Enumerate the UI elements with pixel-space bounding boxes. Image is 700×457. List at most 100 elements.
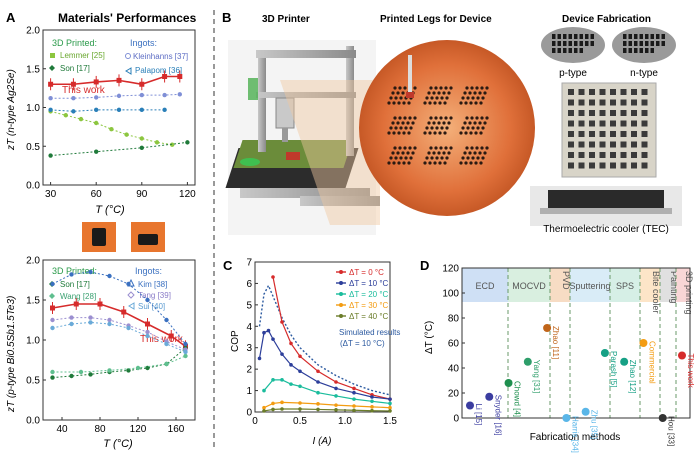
plot-d-point-snyder-16 bbox=[485, 392, 494, 401]
fab-leg bbox=[620, 99, 627, 106]
printed-leg-dot bbox=[475, 116, 479, 120]
printed-leg-dot bbox=[449, 146, 453, 150]
plot-c-legend-marker bbox=[339, 292, 343, 296]
fab-leg bbox=[578, 89, 585, 95]
printed-leg-dot bbox=[429, 86, 433, 90]
printed-leg-dot bbox=[481, 96, 485, 100]
plot-a-bottom-point-this-work bbox=[50, 305, 55, 311]
plot-a-top-point-lemmer-25 bbox=[78, 116, 84, 122]
plot-c-point-t-0-c bbox=[298, 354, 302, 359]
plot-a-top-point-lemmer-25 bbox=[139, 136, 144, 141]
plot-a-top-point-this-work bbox=[70, 81, 76, 87]
plot-a-top-point-palapom-36 bbox=[48, 107, 53, 113]
printed-leg-dot bbox=[464, 101, 468, 105]
plot-d-point-harris-34 bbox=[562, 414, 571, 422]
plot-a-bottom-point-sui-40 bbox=[183, 349, 188, 355]
plot-d-category-band bbox=[508, 268, 550, 302]
printed-leg-dot bbox=[479, 131, 483, 135]
fab-leg bbox=[599, 89, 606, 95]
printed-leg-dot bbox=[423, 131, 427, 135]
fab-leg bbox=[568, 89, 574, 95]
fab-leg bbox=[620, 120, 627, 127]
plot-a-bottom-point-tang-39 bbox=[50, 317, 55, 323]
plot-a-top-point-this-work bbox=[162, 74, 168, 79]
fab-leg bbox=[578, 131, 585, 137]
printed-leg-dot bbox=[430, 126, 434, 130]
ptype-leg bbox=[552, 41, 556, 46]
printed-leg-dot bbox=[389, 96, 393, 100]
panel-label-d: D bbox=[420, 258, 429, 273]
ntype-leg bbox=[650, 34, 654, 39]
plot-a-bottom-point-this-work bbox=[97, 301, 103, 307]
printed-leg-dot bbox=[444, 146, 448, 150]
fab-leg bbox=[641, 141, 648, 148]
ntype-leg bbox=[623, 48, 627, 53]
printed-leg-dot bbox=[408, 116, 412, 120]
plot-c-point-t-20-c bbox=[289, 382, 293, 386]
plot-a-top-series-line-lemmer-25 bbox=[50, 110, 173, 146]
printed-leg-dot bbox=[463, 121, 467, 125]
plot-a-top-point-lemmer-25 bbox=[154, 140, 160, 145]
ptype-leg bbox=[579, 41, 583, 46]
printed-leg-dot bbox=[401, 121, 405, 125]
fab-leg bbox=[589, 131, 595, 137]
ptype-leg bbox=[563, 48, 567, 53]
printed-leg-dot bbox=[461, 126, 465, 130]
printed-leg-dot bbox=[435, 156, 439, 160]
plot-c-point-t-10-c bbox=[271, 337, 275, 341]
printed-leg-dot bbox=[474, 161, 478, 165]
printed-leg-dot bbox=[437, 151, 441, 155]
printed-leg-dot bbox=[465, 116, 469, 120]
fab-leg bbox=[610, 89, 616, 95]
plot-a-bottom-point-wang-28 bbox=[164, 361, 169, 367]
printed-leg-dot bbox=[387, 161, 391, 165]
plot-c-point-t-30-c bbox=[271, 401, 275, 406]
ptype-leg bbox=[557, 34, 561, 39]
fab-leg bbox=[589, 162, 595, 169]
fab-leg bbox=[578, 99, 585, 106]
plot-c-point-t-30-c bbox=[298, 401, 302, 405]
plot-c-point-t-30-c bbox=[352, 404, 356, 408]
plot-c-point-t-10-c bbox=[289, 363, 293, 367]
fab-leg bbox=[578, 110, 585, 116]
printed-leg-dot bbox=[394, 126, 398, 130]
plot-d-ytick-label: 80 bbox=[448, 314, 460, 325]
plot-d-point-label: Parash [5] bbox=[609, 351, 618, 387]
printed-leg-dot bbox=[470, 116, 474, 120]
printed-leg-dot bbox=[480, 146, 484, 150]
printed-leg-dot bbox=[403, 86, 407, 90]
fab-leg bbox=[641, 120, 648, 127]
fab-leg bbox=[631, 152, 637, 158]
printed-leg-dot bbox=[392, 101, 396, 105]
printed-leg-dot bbox=[407, 101, 411, 105]
plot-d-point-label: Yang [31] bbox=[532, 360, 541, 394]
plot-a-top-point-this-work bbox=[116, 77, 122, 83]
ptype-leg bbox=[563, 41, 567, 46]
printed-leg-dot bbox=[442, 91, 446, 95]
plot-c-point-t-30-c bbox=[280, 400, 284, 405]
printed-leg-dot bbox=[459, 161, 463, 165]
printed-leg-dot bbox=[429, 116, 433, 120]
ntype-leg bbox=[645, 34, 649, 39]
plot-d-category-band bbox=[640, 268, 660, 302]
plot-a-top-point-this-work bbox=[93, 79, 99, 85]
printed-leg-dot bbox=[406, 121, 410, 125]
plot-a-bottom-point-wang-28 bbox=[50, 369, 55, 375]
plot-d-category-label: MOCVD bbox=[512, 281, 546, 291]
plot-c-point-t-40-c bbox=[280, 407, 284, 411]
printed-leg-dot bbox=[413, 146, 417, 150]
printed-leg-dot bbox=[413, 86, 417, 90]
plot-a-bottom-ytick-label: 0.5 bbox=[26, 376, 40, 387]
plot-c-simulated-line bbox=[258, 283, 391, 396]
printed-leg-dot bbox=[444, 86, 448, 90]
plot-c-point-t-20-c bbox=[280, 378, 284, 382]
printed-leg-dot bbox=[481, 156, 485, 160]
plot-d-point-label: Snyder [16] bbox=[493, 395, 502, 436]
ptype-leg bbox=[574, 34, 578, 39]
printed-leg-dot bbox=[425, 156, 429, 160]
printed-leg-dot bbox=[411, 151, 415, 155]
plot-a-top-series-line-this-work bbox=[50, 75, 180, 86]
panel-label-b: B bbox=[222, 10, 231, 25]
printed-leg-dot bbox=[399, 156, 403, 160]
